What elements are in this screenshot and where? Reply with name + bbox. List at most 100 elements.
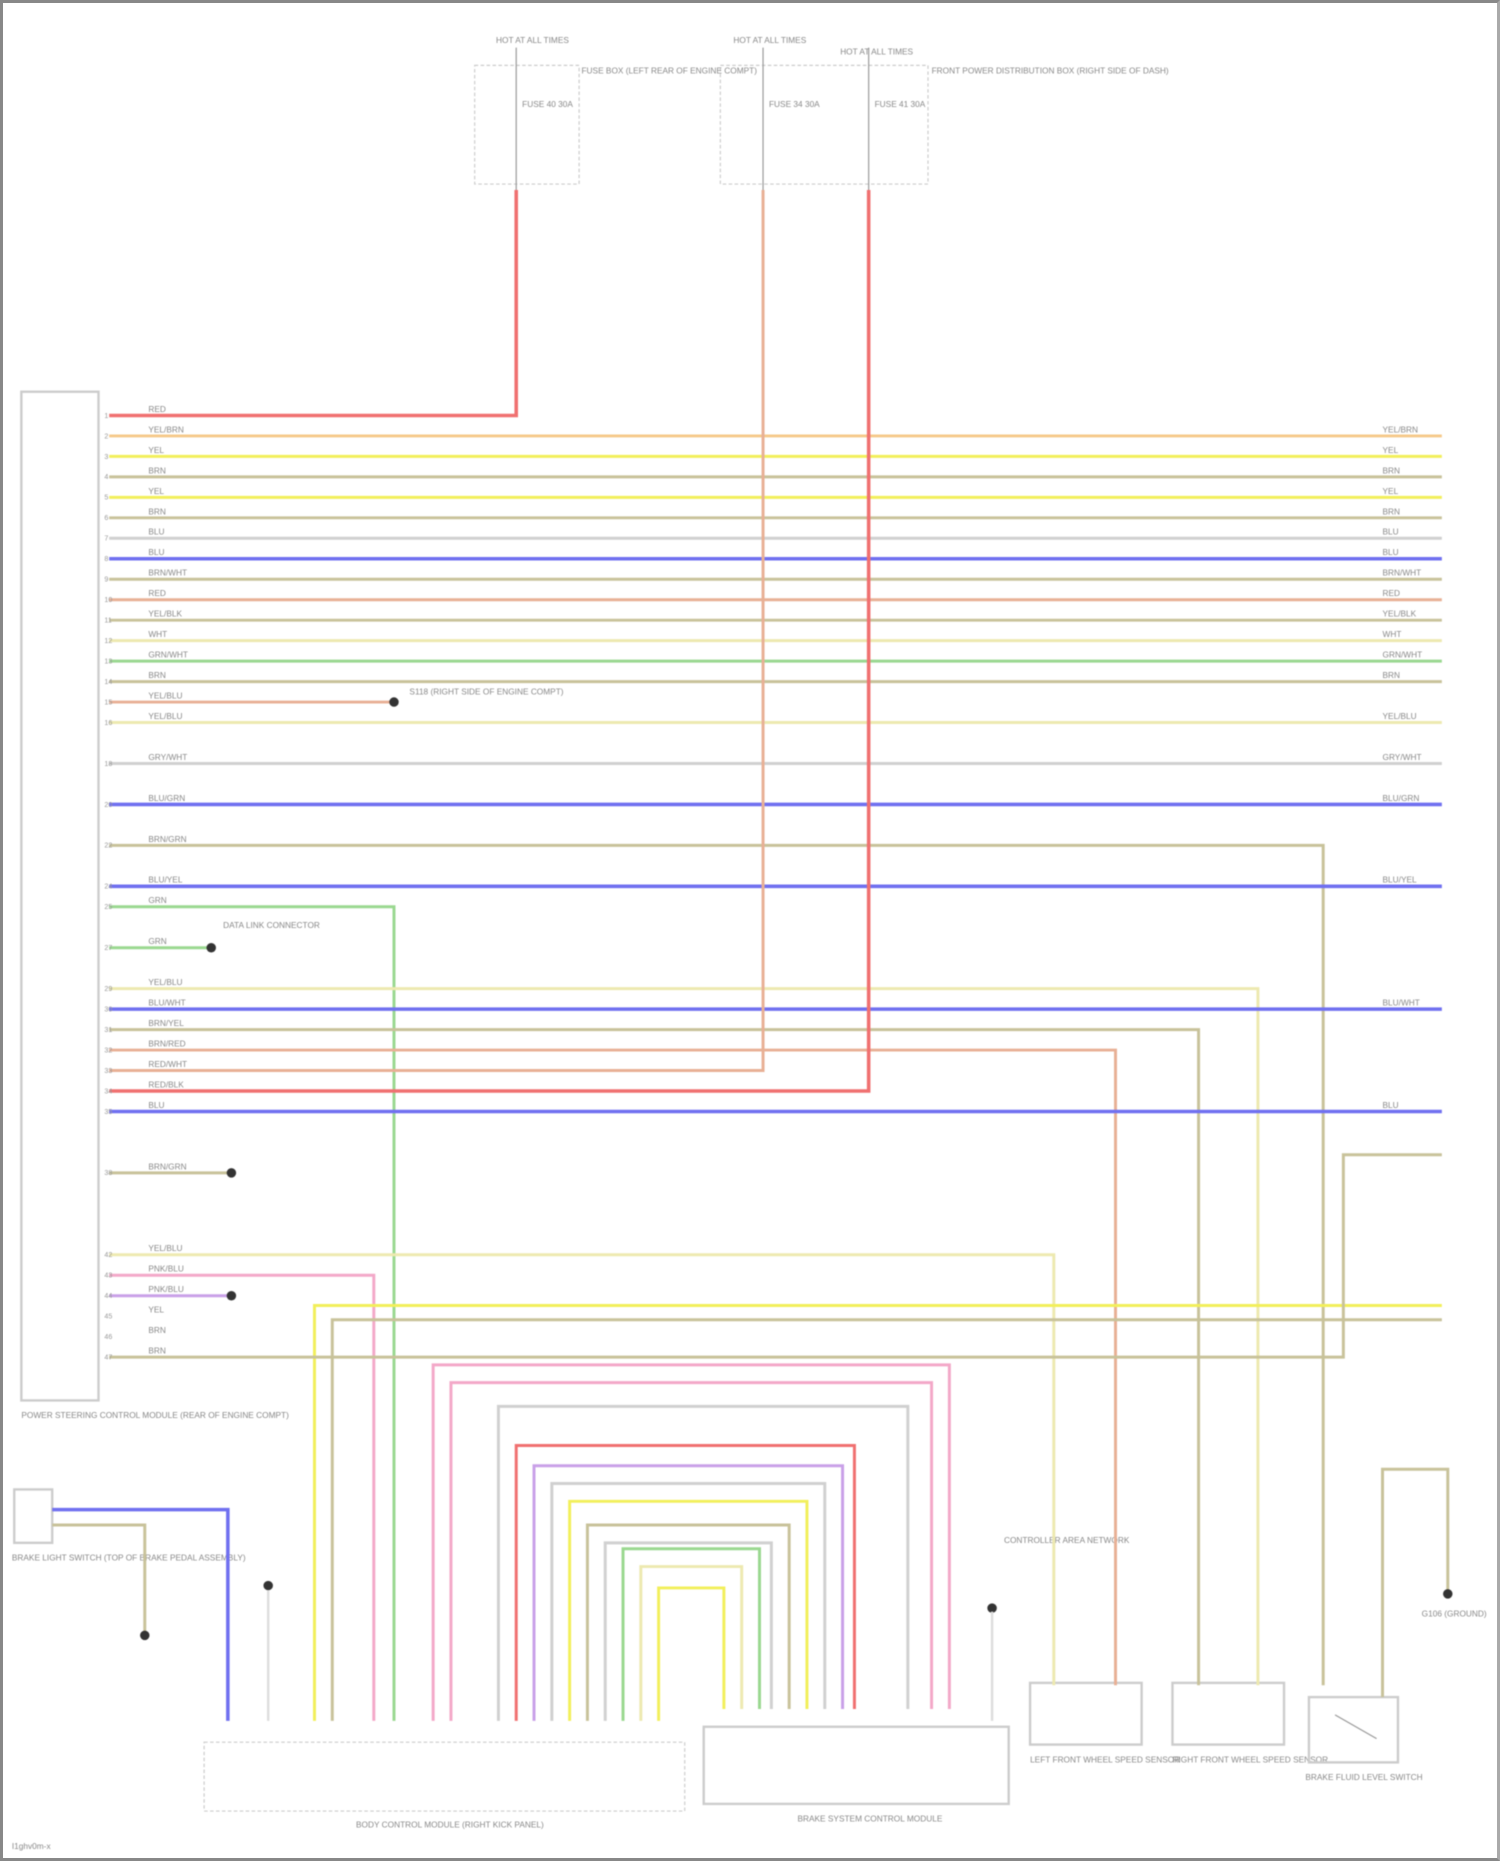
wire-label: BRN [1383,465,1401,475]
wire-label: BLU/YEL [1383,875,1418,885]
wire-label: RED [148,588,166,598]
pin-number: 16 [104,719,112,727]
data-link-connector-label: DATA LINK CONNECTOR [223,920,320,930]
wire-pin-47 [109,1153,1442,1359]
wire-pin-22 [109,843,1325,1686]
wire-label: BRN [148,465,166,475]
wire-pin-46 [330,1318,1442,1721]
bcm-to-bsc-wire [496,1404,910,1721]
can-label: CONTROLLER AREA NETWORK [1004,1535,1130,1545]
fuse-box-left [474,64,580,185]
pin-number: 3 [104,453,108,461]
pin-number: 15 [104,698,112,706]
footer-code: I1ghv0m-x [12,1841,52,1851]
pin-number: 38 [104,1169,112,1177]
rf-wheel-sensor [1171,1681,1286,1746]
bcm-to-bsc-wire [532,1464,845,1721]
pin-number: 44 [104,1292,112,1300]
wire-label: BLU/GRN [1383,793,1420,803]
ground-label: G106 (GROUND) [1422,1608,1487,1618]
body-control-module [203,1741,686,1812]
bcm-to-bsc-wire [657,1586,726,1721]
wire-label: BLU [148,1100,164,1110]
wire-label: PNK/BLU [148,1284,184,1294]
wire-label: YEL/BLK [1383,609,1417,619]
wire-label: YEL [148,445,164,455]
wire-label: BRN/YEL [148,1018,184,1028]
wire-pin-33 [109,189,765,1073]
wire-label: YEL/BLU [148,1243,182,1253]
pin-number: 8 [104,555,108,563]
pin-number: 42 [104,1251,112,1259]
pin-number: 35 [104,1108,112,1116]
pin-number: 32 [104,1046,112,1054]
wire-label: RED [148,404,166,414]
bcm-label: BODY CONTROL MODULE (RIGHT KICK PANEL) [356,1820,544,1830]
splice-dot [389,697,399,707]
wire-label: GRN/WHT [148,650,188,660]
pin-number: 33 [104,1067,112,1075]
pin-number: 6 [104,514,108,522]
wire-label: YEL/BRN [1383,424,1419,434]
bcm-to-bsc-wire [621,1547,761,1721]
brake-system-control-module [702,1725,1010,1806]
pin-number: 9 [104,576,108,584]
pin-number: 2 [104,432,108,440]
pin-number: 24 [104,883,112,891]
bcm-to-bsc-wire [603,1541,773,1721]
wire-pin-42 [109,1253,1056,1686]
wire-pin-43 [109,1273,376,1721]
wire-label: YEL/BLU [1383,711,1417,721]
wire-pin-25 [109,905,396,1721]
wire-pin-1 [109,189,518,418]
wire-label: BLU/WHT [148,998,185,1008]
wire-label: BRN/WHT [1383,568,1422,578]
bcm-to-bsc-wire [514,1444,856,1721]
fuse-box-label-left: FUSE BOX (LEFT REAR OF ENGINE COMPT) [581,66,757,76]
wire-label: BRN [148,670,166,680]
wire-label: GRN [148,895,166,905]
wire-label: BLU/YEL [148,875,183,885]
wire-label: RED [1383,588,1401,598]
bcm-to-bsc-wire [639,1565,744,1721]
wire-label: BRN/GRN [148,1161,186,1171]
wire-label: BRN [1383,670,1401,680]
bcm-to-bsc-wire [449,1381,934,1721]
wire-label: BRN [148,1346,166,1356]
wire-label: YEL/BRN [148,424,184,434]
wire-pin-34 [109,189,871,1093]
pin-number: 30 [104,1005,112,1013]
fuse-box-right [719,64,929,185]
pin-number: 22 [104,842,112,850]
bcm-to-bsc-wire [585,1523,791,1721]
splice-dot [206,942,216,953]
wire-label: RED/WHT [148,1059,187,1069]
fuse-3-label: FUSE 41 30A [875,99,926,109]
pin-number: 25 [104,903,112,911]
wire-label: YEL/BLU [148,711,182,721]
rf-sensor-label: RIGHT FRONT WHEEL SPEED SENSOR [1172,1754,1328,1764]
wire-pin-31 [109,1028,1201,1686]
pin-number: 34 [104,1087,112,1095]
wire-label: BLU [148,547,164,557]
bsc-label: BRAKE SYSTEM CONTROL MODULE [797,1814,942,1824]
brake-switch-label: BRAKE LIGHT SWITCH (TOP OF BRAKE PEDAL A… [12,1553,246,1563]
wire-label: YEL/BLU [148,690,182,700]
wire-label: YEL [1383,486,1399,496]
splice-dot [226,1168,237,1178]
pin-number: 1 [104,412,108,420]
fuse-box-label-right: FRONT POWER DISTRIBUTION BOX (RIGHT SIDE… [932,66,1169,76]
wire-pin-32 [109,1048,1117,1686]
wire-pin-45 [312,1304,1442,1721]
wire-label: PNK/BLU [148,1264,184,1274]
fuse-1-label: FUSE 40 30A [522,99,573,109]
wire-label: BRN/GRN [148,834,186,844]
wire-label: WHT [148,629,167,639]
wire-label: BLU [1383,1100,1399,1110]
wire-label: BRN [148,1325,166,1335]
bcm-to-bsc-wire [550,1482,827,1721]
pin-number: 13 [104,657,112,665]
wire-label: BLU/GRN [148,793,185,803]
fuse-3-top: HOT AT ALL TIMES [840,47,913,57]
wire-label: BRN/WHT [148,568,187,578]
